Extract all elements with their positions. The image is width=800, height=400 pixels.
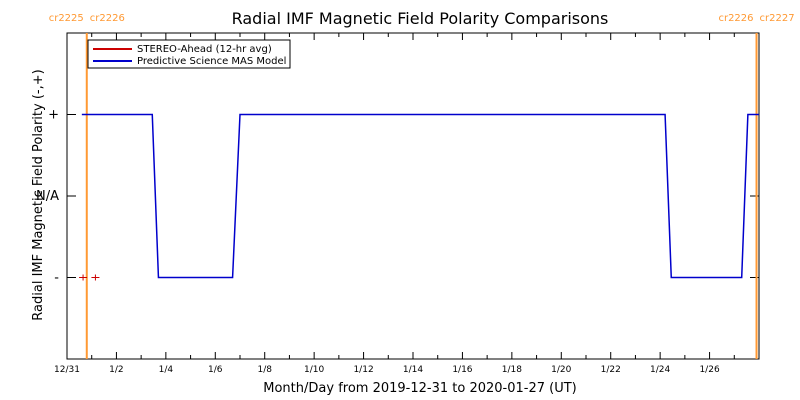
legend-label-model: Predictive Science MAS Model bbox=[137, 56, 286, 67]
x-tick-label: 1/6 bbox=[208, 365, 223, 375]
legend-box bbox=[87, 39, 291, 69]
x-axis-label: Month/Day from 2019-12-31 to 2020-01-27 … bbox=[263, 381, 576, 396]
y-tick-label: + bbox=[48, 108, 59, 123]
y-tick-label: N/A bbox=[36, 189, 59, 204]
x-tick-label: 1/18 bbox=[502, 365, 522, 375]
x-tick-label: 1/8 bbox=[257, 365, 272, 375]
legend-label-stereo: STEREO-Ahead (12-hr avg) bbox=[137, 44, 272, 55]
y-axis-label: Radial IMF Magnetic Field Polarity (-,+) bbox=[31, 69, 46, 320]
x-tick-label: 1/24 bbox=[650, 365, 670, 375]
x-tick-label: 1/2 bbox=[109, 365, 123, 375]
rotation-label-right: cr2226 bbox=[90, 13, 125, 24]
x-tick-label: 1/4 bbox=[159, 365, 174, 375]
x-tick-label: 12/31 bbox=[54, 365, 80, 375]
x-tick-label: 1/20 bbox=[551, 365, 571, 375]
x-tick-label: 1/10 bbox=[304, 365, 324, 375]
x-tick-label: 1/26 bbox=[699, 365, 719, 375]
rotation-label-left: cr2226 bbox=[718, 13, 753, 24]
legend: STEREO-Ahead (12-hr avg) Predictive Scie… bbox=[87, 39, 291, 69]
x-tick-label: 1/16 bbox=[452, 365, 472, 375]
x-tick-label: 1/22 bbox=[601, 365, 621, 375]
series-line-model bbox=[81, 113, 759, 279]
rotation-label-left: cr2225 bbox=[49, 13, 84, 24]
y-tick-label: - bbox=[54, 271, 59, 286]
plot-frame bbox=[66, 32, 760, 360]
x-tick-label: 1/14 bbox=[403, 365, 423, 375]
chart-title: Radial IMF Magnetic Field Polarity Compa… bbox=[232, 9, 609, 28]
x-tick-label: 1/12 bbox=[353, 365, 373, 375]
rotation-label-right: cr2227 bbox=[760, 13, 795, 24]
